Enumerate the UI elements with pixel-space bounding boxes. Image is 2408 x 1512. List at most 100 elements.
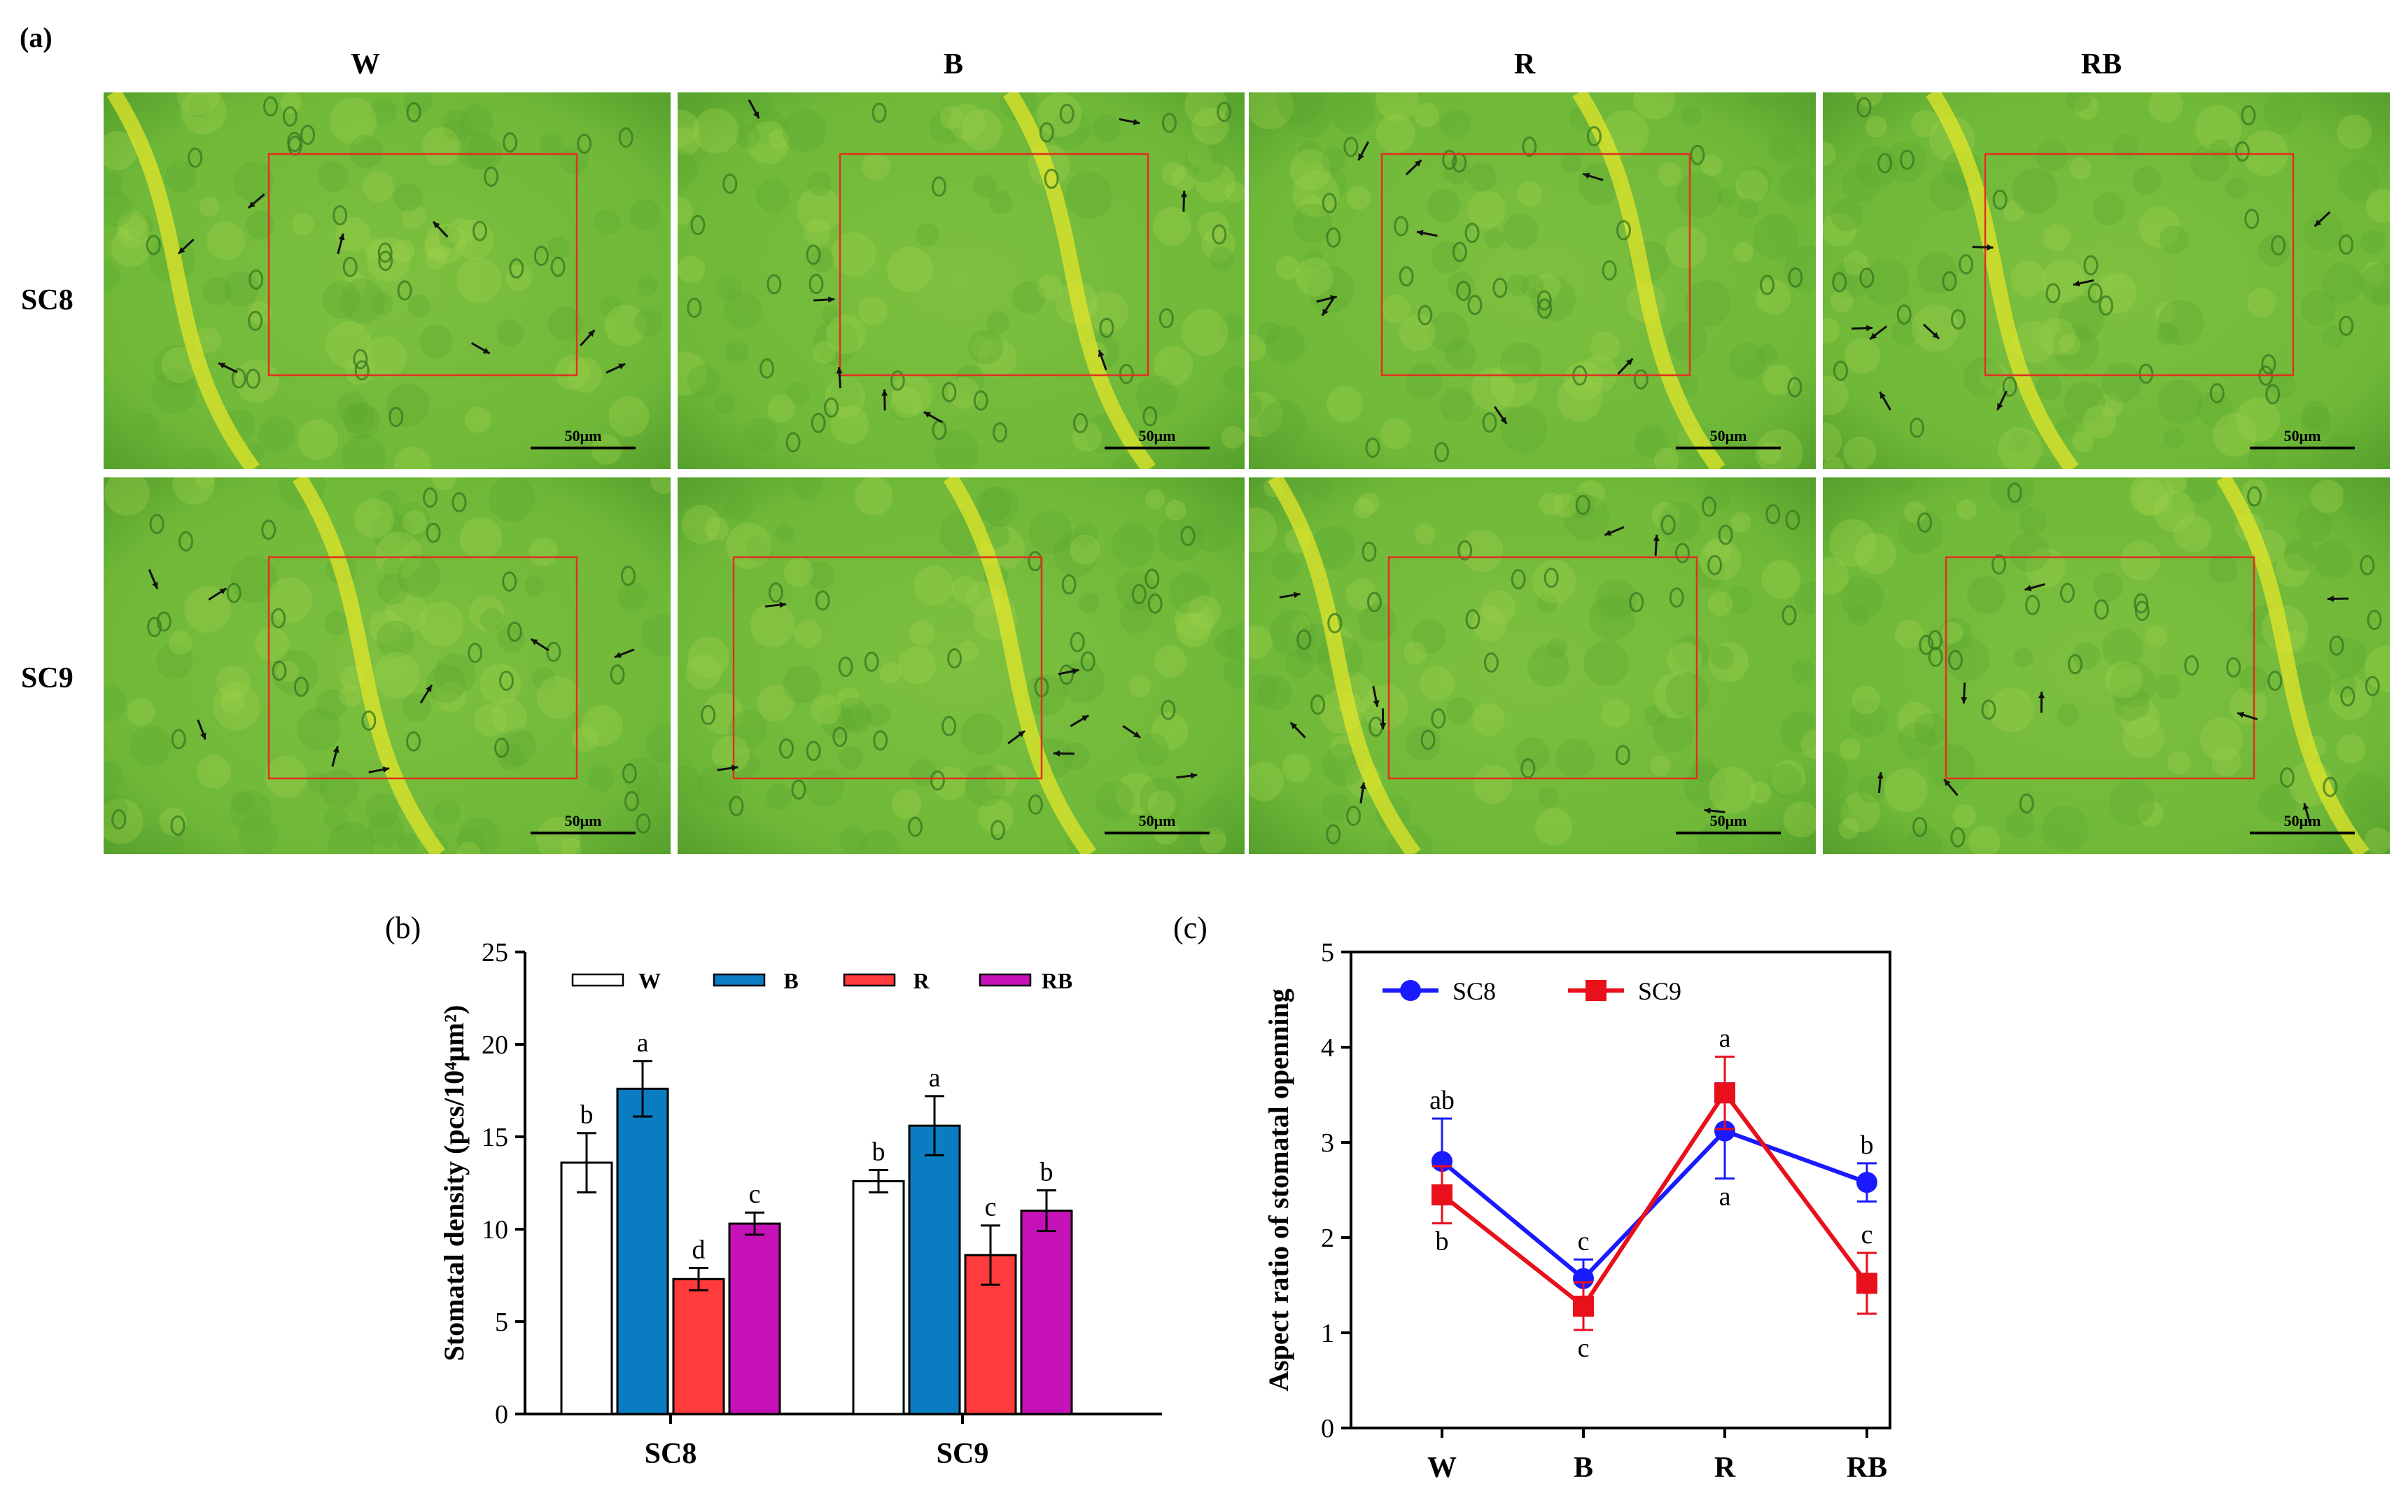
stoma <box>1161 699 1176 720</box>
stoma <box>406 731 421 752</box>
stoma <box>2339 234 2354 255</box>
bar-b-sc9 <box>908 1124 961 1415</box>
stoma <box>1296 629 1312 650</box>
stoma <box>248 310 263 331</box>
stoma <box>2261 354 2276 374</box>
stoma <box>624 791 639 812</box>
significance-letter: b <box>1040 1158 1054 1187</box>
stoma <box>178 531 194 552</box>
arrow-head <box>828 296 835 303</box>
stoma <box>550 256 566 277</box>
stoma <box>806 741 821 762</box>
roi-rectangle <box>1984 153 2295 377</box>
stoma <box>832 727 848 748</box>
arrow-head <box>2237 711 2245 718</box>
significance-letter: c <box>1578 1226 1590 1256</box>
stoma <box>246 368 261 389</box>
stoma <box>111 809 127 830</box>
stoma <box>1615 745 1630 766</box>
stoma <box>1919 634 1934 655</box>
x-tick-label: SC9 <box>937 1438 989 1470</box>
arrow-head <box>1625 358 1633 365</box>
stoma <box>2002 376 2017 397</box>
stoma <box>618 127 634 148</box>
micrograph-sc8-w: 50μm <box>104 92 671 469</box>
stoma <box>1950 309 1966 330</box>
stoma <box>171 729 186 750</box>
significance-letter: a <box>1719 1182 1731 1212</box>
stoma <box>170 815 186 836</box>
arrow-head <box>332 746 340 753</box>
legend-swatch-b <box>713 973 766 987</box>
stoma <box>1144 568 1160 589</box>
stoma <box>1326 227 1341 248</box>
point-sc8-rb <box>1856 1172 1877 1194</box>
legend-label: RB <box>1042 968 1072 993</box>
point-sc9-r <box>1714 1082 1735 1104</box>
stoma <box>1365 438 1380 458</box>
significance-letter: b <box>872 1138 886 1167</box>
legend-marker <box>1586 980 1606 1001</box>
stoma <box>636 813 651 834</box>
arrow-head <box>219 588 227 595</box>
y-tick-label: 5 <box>495 1308 508 1337</box>
stoma <box>1465 609 1480 630</box>
stoma <box>1788 267 1803 288</box>
stoma <box>941 382 957 402</box>
stoma <box>2025 594 2040 615</box>
scale-bar-label: 50μm <box>1710 427 1747 444</box>
arrow-head <box>1879 391 1886 399</box>
stoma <box>1044 168 1059 189</box>
point-sc9-w <box>1432 1184 1452 1205</box>
stoma <box>2068 654 2083 675</box>
y-tick-label: 4 <box>1321 1033 1334 1063</box>
stoma <box>1760 274 1775 295</box>
stoma <box>1492 277 1508 298</box>
scale-bar-label: 50μm <box>1139 812 1176 830</box>
arrow-head <box>178 247 186 254</box>
stoma <box>1899 149 1914 170</box>
stoma <box>293 676 309 697</box>
arrow-head <box>2327 595 2334 602</box>
y-tick-label: 25 <box>482 938 508 967</box>
arrow-head <box>1290 722 1298 729</box>
stoma <box>1707 554 1723 575</box>
micrograph-sc9-r: 50μm <box>1249 477 1816 854</box>
stoma <box>2271 235 2286 256</box>
stoma <box>1362 541 1377 562</box>
leaf-vein <box>1572 92 1726 469</box>
leaf-background <box>678 477 1245 854</box>
arrow-head <box>1961 696 1968 704</box>
column-header-rb: RB <box>2080 48 2122 80</box>
arrow-head <box>1053 750 1060 757</box>
roi-rectangle <box>267 556 578 780</box>
stoma <box>1909 417 1924 438</box>
arrow-head <box>1944 779 1951 787</box>
stoma <box>687 298 702 318</box>
bar-rb-sc9 <box>1020 1210 1073 1415</box>
significance-letter: a <box>637 1028 649 1058</box>
stoma <box>2083 255 2099 276</box>
stoma <box>1787 377 1802 398</box>
stoma <box>1718 524 1733 545</box>
stoma <box>1142 406 1158 427</box>
panel-b-label: (b) <box>385 911 421 945</box>
stoma <box>397 280 412 301</box>
x-tick-label: SC8 <box>645 1438 697 1470</box>
stoma <box>1161 112 1177 133</box>
stoma <box>1602 260 1617 281</box>
bar-r-sc8 <box>672 1278 725 1415</box>
stoma <box>1859 267 1875 288</box>
y-tick-label: 3 <box>1321 1128 1334 1158</box>
stoma <box>2134 593 2149 614</box>
x-tick-label: W <box>1427 1452 1457 1484</box>
arrow-head <box>1500 416 1507 424</box>
y-tick-label: 10 <box>482 1215 508 1245</box>
y-tick-label: 5 <box>1321 938 1334 967</box>
stoma <box>2209 383 2225 404</box>
stoma <box>2241 105 2256 126</box>
stoma <box>1675 542 1690 564</box>
arrow-head <box>1997 402 2003 410</box>
stoma <box>1346 806 1362 827</box>
arrow-head <box>1877 772 1884 779</box>
